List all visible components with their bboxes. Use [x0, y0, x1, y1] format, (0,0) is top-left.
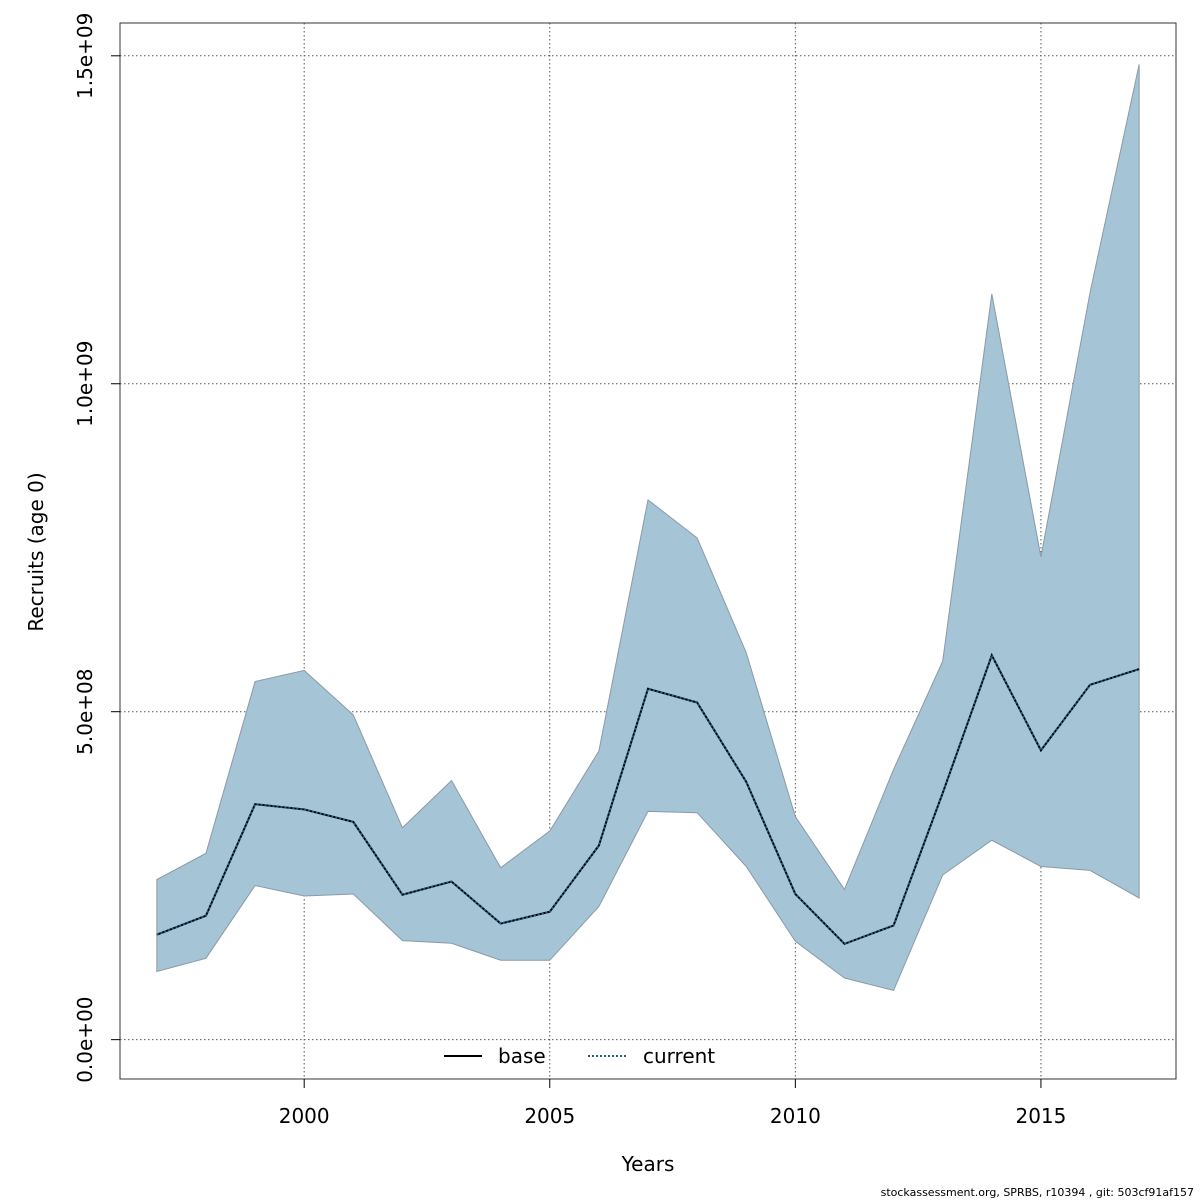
- y-axis-title: Recruits (age 0): [24, 472, 48, 631]
- x-axis-title: Years: [621, 1152, 675, 1176]
- plot-frame: [119, 22, 1177, 1080]
- legend-label-base: base: [498, 1044, 546, 1068]
- y-tick-label-0.0e+00: 0.0e+00: [73, 996, 97, 1082]
- axes: 2000 2005 2010 2015 0.0e+00 5.0e+08 1.0e+09 1.5…: [73, 13, 1177, 1128]
- confidence-band: [156, 64, 1140, 992]
- y-tick-label-5.0e+08: 5.0e+08: [73, 669, 97, 755]
- footer-credit: stockassessment.org, SPRBS, r10394 , git…: [880, 1186, 1194, 1199]
- y-tick-label-1.0e+09: 1.0e+09: [73, 341, 97, 427]
- legend-label-current: current: [643, 1044, 715, 1068]
- y-tick-label-1.5e+09: 1.5e+09: [73, 13, 97, 99]
- x-tick-label-2015: 2015: [1015, 1104, 1066, 1128]
- confidence-band-layer: [156, 64, 1140, 992]
- series-lines-layer: [156, 652, 1140, 946]
- x-tick-label-2010: 2010: [770, 1104, 821, 1128]
- series-line-current: [156, 652, 1140, 946]
- legend: base current: [444, 1044, 715, 1068]
- x-tick-label-2000: 2000: [279, 1104, 330, 1128]
- x-tick-label-2005: 2005: [524, 1104, 575, 1128]
